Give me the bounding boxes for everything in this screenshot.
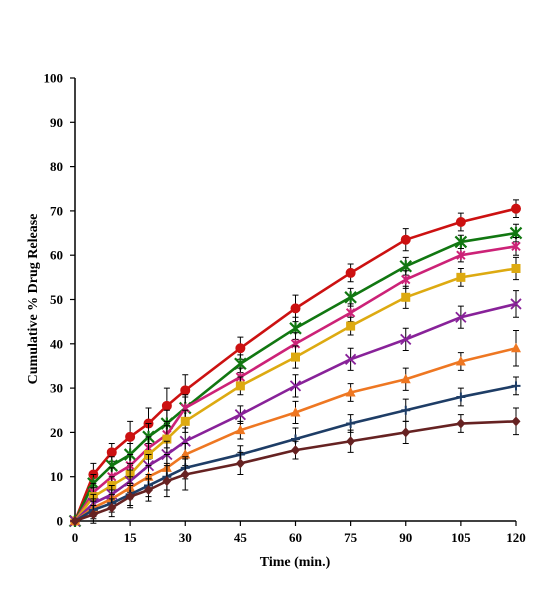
data-point — [456, 272, 466, 282]
series-8 — [70, 407, 521, 526]
data-point — [345, 387, 356, 397]
data-point — [180, 449, 191, 459]
data-point — [400, 234, 411, 245]
data-point — [455, 356, 466, 366]
data-point — [455, 311, 467, 323]
y-tick-label: 90 — [50, 115, 63, 130]
y-tick-label: 80 — [50, 159, 63, 174]
x-tick-label: 30 — [179, 530, 192, 545]
data-point — [346, 321, 356, 331]
y-tick-label: 60 — [50, 248, 63, 263]
data-point — [179, 435, 191, 447]
data-point — [511, 416, 521, 427]
data-point — [161, 400, 172, 411]
x-axis-title: Time (min.) — [260, 555, 331, 570]
y-axis-title: Cumulative % Drug Release — [26, 214, 41, 385]
data-point — [180, 469, 190, 480]
data-point — [162, 434, 172, 444]
data-point — [290, 303, 301, 314]
data-point — [344, 291, 357, 304]
data-point — [511, 203, 521, 214]
data-point — [125, 431, 136, 442]
data-point — [401, 405, 411, 415]
data-point — [344, 353, 357, 365]
x-tick-label: 0 — [72, 530, 79, 545]
x-tick-label: 90 — [399, 530, 412, 545]
data-point — [454, 235, 468, 249]
data-point — [345, 267, 356, 278]
data-point — [511, 381, 521, 391]
data-point — [345, 308, 356, 318]
data-point — [456, 250, 466, 260]
x-tick-label: 15 — [124, 530, 138, 545]
data-point — [234, 409, 247, 421]
data-point — [511, 263, 521, 273]
data-point — [162, 476, 172, 487]
y-tick-label: 10 — [50, 469, 63, 484]
x-tick-label: 105 — [451, 530, 471, 545]
data-point — [456, 392, 466, 402]
y-tick-label: 30 — [50, 381, 63, 396]
data-point — [70, 516, 80, 526]
data-point — [511, 241, 521, 252]
x-tick-label: 75 — [344, 530, 358, 545]
series-layer — [68, 199, 523, 528]
data-point — [400, 373, 411, 384]
x-tick-label: 120 — [506, 530, 526, 545]
data-point — [290, 406, 301, 417]
y-tick-label: 50 — [50, 292, 63, 307]
data-point — [291, 445, 300, 456]
data-point — [144, 484, 153, 495]
data-point — [291, 352, 300, 362]
data-point — [401, 427, 411, 438]
data-point — [180, 385, 191, 396]
x-tick-label: 60 — [289, 530, 302, 545]
data-point — [455, 216, 466, 227]
data-point — [510, 298, 522, 310]
data-point — [401, 274, 411, 285]
data-point — [106, 447, 117, 458]
y-tick-label: 0 — [57, 514, 64, 529]
data-point — [346, 419, 356, 429]
data-point — [125, 491, 135, 502]
data-point — [235, 343, 246, 354]
y-tick-label: 40 — [50, 336, 63, 351]
data-point — [180, 416, 190, 426]
data-point — [401, 292, 411, 302]
axes: 0 10 20 30 40 50 60 70 80 90 100 0 15 30 45 60 75 90 105 12… — [44, 71, 526, 546]
data-point — [511, 342, 521, 353]
x-tick-label: 45 — [234, 530, 248, 545]
data-point — [88, 509, 98, 520]
data-point — [456, 418, 466, 429]
data-point — [289, 380, 302, 392]
data-point — [235, 424, 246, 435]
data-point — [235, 381, 245, 391]
y-tick-label: 100 — [44, 71, 64, 86]
data-point — [400, 333, 412, 346]
series-1 — [70, 199, 521, 526]
data-point — [107, 502, 117, 513]
y-tick-label: 20 — [50, 425, 63, 440]
data-point — [346, 436, 356, 447]
y-tick-label: 70 — [50, 203, 63, 218]
data-point — [235, 458, 245, 469]
